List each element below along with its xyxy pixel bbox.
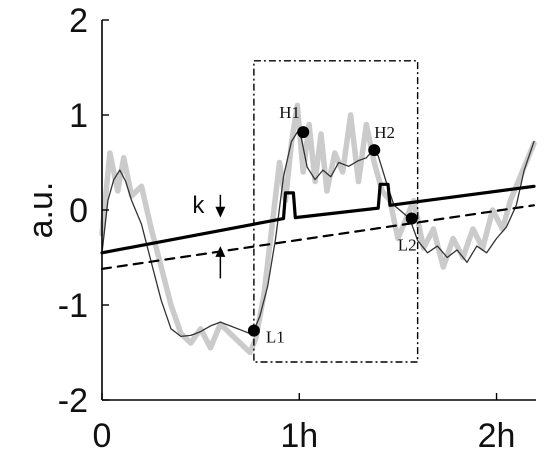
series-line-threshold — [100, 182, 536, 255]
y-tick-label: 2 — [69, 2, 88, 40]
dash-dot-box — [253, 60, 419, 363]
series-line-raw — [99, 102, 537, 356]
y-tick-label: 0 — [69, 192, 88, 230]
point-L1 — [247, 324, 260, 337]
axes-layer: -2 -1 0 1 2 0 1h 2h — [58, 2, 536, 455]
k-annotation-label: k — [192, 192, 205, 219]
point-label-H1: H1 — [279, 103, 300, 122]
point-label-L1: L1 — [266, 328, 285, 347]
y-tick-label: 1 — [69, 97, 88, 135]
point-label-H2: H2 — [374, 123, 395, 142]
y-tick-label: -1 — [58, 287, 88, 325]
k-arrow-up-head — [215, 246, 226, 257]
y-axis-label: a.u. — [22, 182, 60, 239]
highlight-box-layer — [253, 60, 419, 363]
k-arrow-down-head — [215, 206, 226, 218]
series-layer — [99, 102, 537, 356]
series-line-filtered — [101, 131, 535, 338]
point-L2 — [405, 212, 418, 225]
x-tick-label: 0 — [93, 417, 112, 455]
point-label-L2: L2 — [398, 236, 417, 255]
point-H2 — [368, 144, 381, 157]
y-tick-label: -2 — [58, 382, 88, 420]
series-line-dashed — [100, 204, 536, 270]
point-H1 — [297, 126, 310, 139]
x-tick-label: 2h — [478, 417, 516, 455]
annotation-layer: k — [192, 192, 226, 279]
x-tick-label: 1h — [280, 417, 318, 455]
highlight-points-layer: H1 H2 L1 L2 — [247, 103, 418, 347]
